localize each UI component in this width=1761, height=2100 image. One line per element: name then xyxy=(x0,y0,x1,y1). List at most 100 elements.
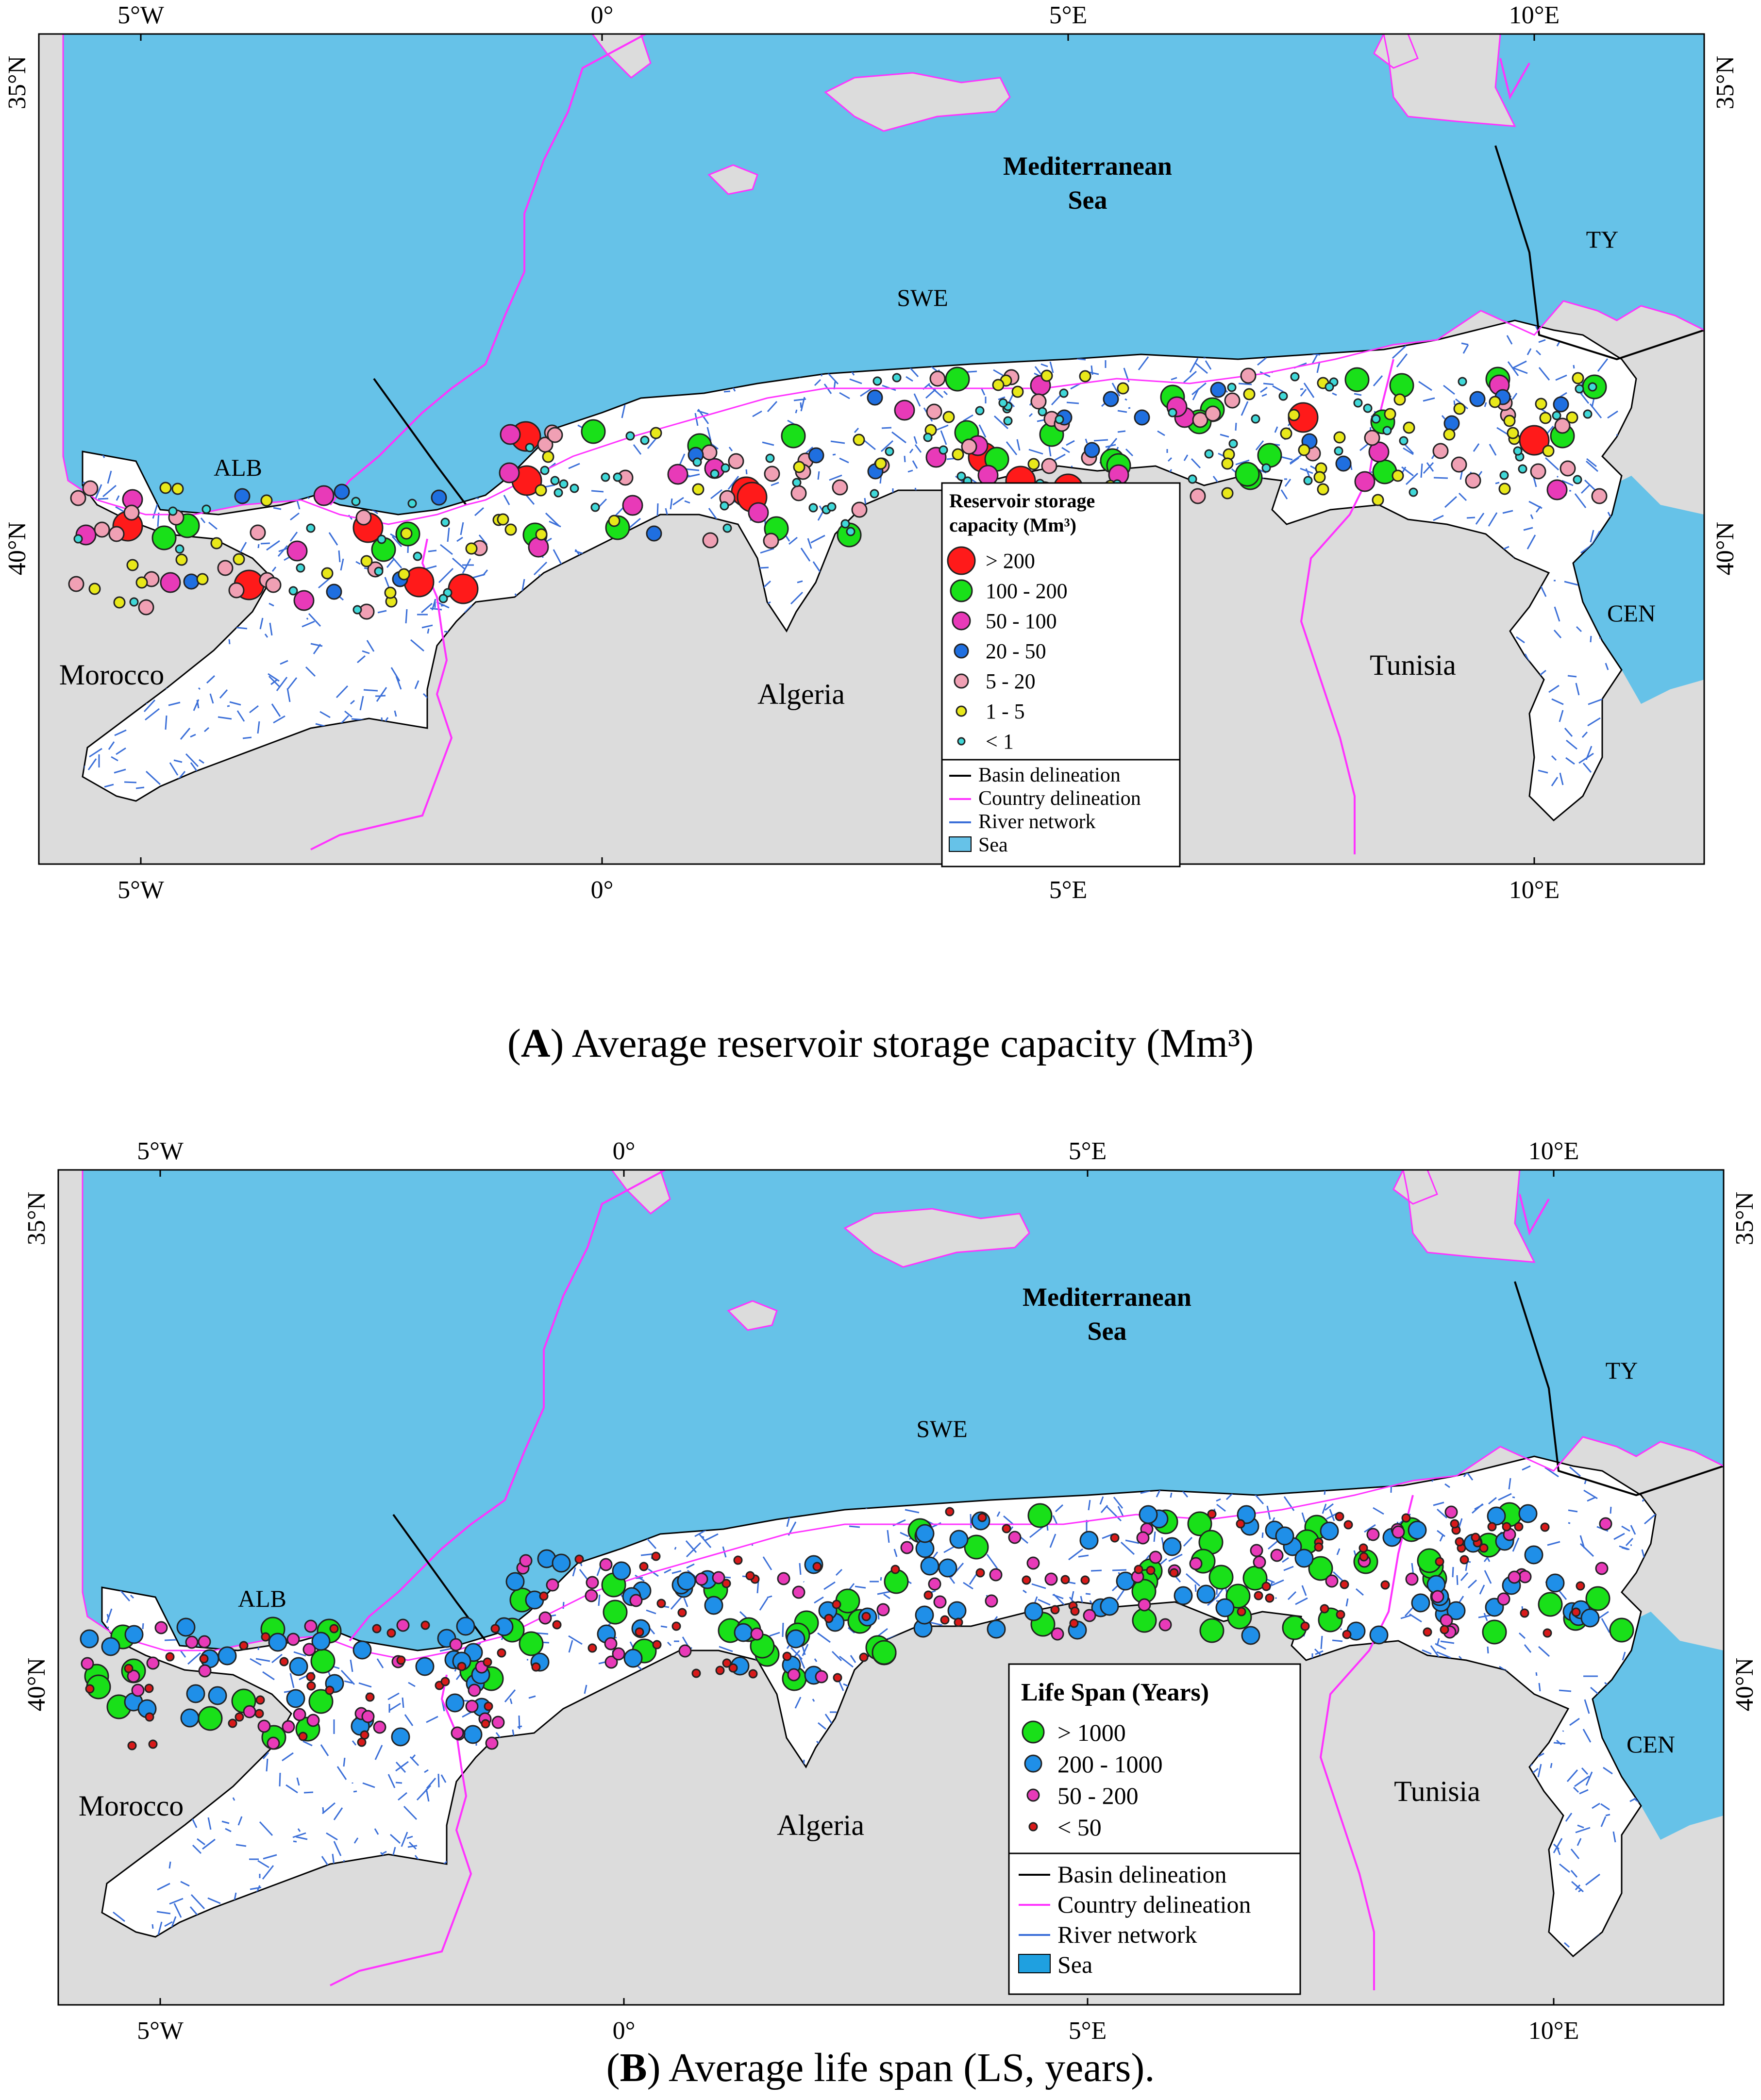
map-b: Mediterranean Sea SWE ALB TY CEN Morocco Algeri… xyxy=(23,1137,1759,2045)
reservoir-point xyxy=(585,1589,598,1602)
reservoir-point xyxy=(325,1685,335,1695)
reservoir-point xyxy=(859,1652,869,1662)
sea-area xyxy=(63,34,1704,524)
reservoir-point xyxy=(1369,1625,1389,1645)
reservoir-point xyxy=(851,501,868,518)
reservoir-point xyxy=(1335,1512,1344,1521)
reservoir-point xyxy=(1520,1608,1529,1618)
reservoir-point xyxy=(1443,428,1456,441)
label-ty: TY xyxy=(1606,1357,1638,1384)
reservoir-point xyxy=(1243,388,1256,400)
reservoir-point xyxy=(1514,1522,1524,1532)
reservoir-point xyxy=(101,1637,120,1656)
reservoir-points xyxy=(68,367,1608,620)
reservoir-point xyxy=(80,1629,99,1649)
label-swe: SWE xyxy=(897,284,948,311)
reservoir-point xyxy=(1313,471,1326,483)
reservoir-point xyxy=(1303,476,1313,485)
reservoir-point xyxy=(306,523,316,533)
lon-tick-bottom: 5°W xyxy=(117,876,164,904)
legend-b-box xyxy=(1008,1663,1301,1995)
reservoir-point xyxy=(400,527,413,540)
reservoir-point xyxy=(123,504,140,521)
lon-tick-bottom: 5°W xyxy=(137,2017,184,2045)
reservoir-point xyxy=(1038,407,1047,417)
reservoir-point xyxy=(1300,1621,1310,1631)
reservoir-point xyxy=(260,494,273,507)
legend-a-label: 5 - 20 xyxy=(986,669,1036,693)
reservoir-point xyxy=(1446,1601,1466,1620)
reservoir-point xyxy=(180,1708,200,1728)
reservoir-point xyxy=(279,1657,289,1667)
reservoir-point xyxy=(82,480,99,497)
reservoir-point xyxy=(1405,1572,1419,1586)
reservoir-point xyxy=(1443,415,1460,432)
reservoir-point xyxy=(1465,472,1481,489)
reservoir-point xyxy=(874,457,887,470)
legend-a-label: 100 - 200 xyxy=(986,579,1068,603)
reservoir-point xyxy=(250,524,266,541)
reservoir-point xyxy=(463,1725,483,1744)
reservoir-point xyxy=(198,1635,211,1649)
label-cen: CEN xyxy=(1627,1731,1675,1758)
reservoir-point xyxy=(1487,1506,1506,1526)
reservoir-point xyxy=(1432,443,1449,459)
label-swe: SWE xyxy=(916,1415,968,1442)
reservoir-point xyxy=(138,599,154,616)
sea-area xyxy=(83,1170,1724,1660)
reservoir-point xyxy=(581,419,606,444)
lat-tick-right: 35°N xyxy=(1711,56,1739,109)
label-tunisia: Tunisia xyxy=(1370,649,1456,681)
reservoir-point xyxy=(1358,1543,1368,1553)
reservoir-point xyxy=(465,542,478,555)
reservoir-point xyxy=(1110,1533,1120,1543)
reservoir-point xyxy=(1403,421,1415,434)
reservoir-point xyxy=(651,1551,661,1561)
reservoir-point xyxy=(539,1591,549,1601)
reservoir-point xyxy=(148,1739,158,1749)
reservoir-point xyxy=(1588,382,1597,392)
reservoir-point xyxy=(438,594,448,603)
legend-b-symbol xyxy=(1024,1754,1042,1773)
reservoir-point xyxy=(198,1706,223,1731)
reservoir-point xyxy=(1401,1513,1411,1523)
reservoir-point xyxy=(987,1619,1006,1639)
reservoir-point xyxy=(720,501,729,511)
reservoir-point xyxy=(1423,1627,1432,1637)
island xyxy=(707,164,758,195)
legend-b-sea-swatch xyxy=(1018,1954,1051,1973)
reservoir-point xyxy=(528,536,549,558)
reservoir-point xyxy=(552,1620,562,1630)
country-line xyxy=(330,1674,472,1986)
reservoir-point xyxy=(1079,1531,1099,1550)
reservoir-point xyxy=(1224,392,1241,409)
reservoir-point xyxy=(792,478,802,487)
reservoir-point xyxy=(1051,1627,1064,1641)
reservoir-point xyxy=(1254,1591,1263,1600)
reservoir-point xyxy=(1591,488,1608,504)
reservoir-point xyxy=(1382,426,1392,435)
reservoir-point xyxy=(542,450,554,463)
reservoir-point xyxy=(1011,385,1024,398)
label-alb: ALB xyxy=(214,454,262,481)
reservoir-point xyxy=(1261,463,1271,473)
caption-b-letter: B xyxy=(620,2045,647,2090)
reservoir-point xyxy=(733,1555,743,1565)
reservoir-point xyxy=(146,1656,160,1670)
reservoir-point xyxy=(1228,439,1238,449)
reservoir-point xyxy=(777,1572,790,1585)
reservoir-point xyxy=(612,1647,625,1661)
reservoir-point xyxy=(1280,427,1292,440)
reservoir-point xyxy=(671,1621,681,1631)
reservoir-point xyxy=(1079,370,1091,383)
legend-b-line-label: Country delineation xyxy=(1057,1891,1251,1918)
reservoir-point xyxy=(1265,1593,1275,1603)
reservoir-point xyxy=(365,1692,375,1702)
reservoir-point xyxy=(1444,1505,1458,1519)
map-layer xyxy=(82,1169,1725,1990)
reservoir-point xyxy=(1354,471,1375,492)
reservoir-point xyxy=(601,472,610,482)
reservoir-point xyxy=(1389,373,1414,398)
reservoir-point xyxy=(782,1651,792,1661)
reservoir-point xyxy=(1366,1528,1380,1541)
